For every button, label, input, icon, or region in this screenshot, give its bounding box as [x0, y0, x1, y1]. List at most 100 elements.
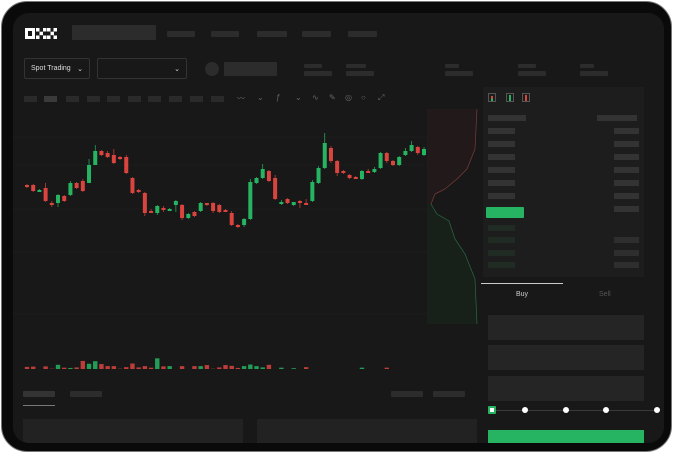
ask-amount — [614, 180, 639, 186]
candle-body — [62, 196, 67, 201]
pair-avatar — [205, 62, 219, 76]
slider-step[interactable] — [563, 407, 569, 413]
depth-chart — [427, 109, 478, 324]
timeframe-button[interactable] — [44, 96, 57, 102]
volume-bar — [179, 366, 185, 369]
timeframe-button[interactable] — [24, 96, 37, 102]
chart-type-icon[interactable]: ⌄ — [257, 93, 264, 102]
ask-amount — [614, 167, 639, 173]
slider-step[interactable] — [654, 407, 660, 413]
candle-body — [415, 147, 420, 153]
filter-button[interactable] — [391, 391, 423, 397]
candle-body — [43, 188, 48, 201]
candle-body — [285, 199, 290, 203]
timeframe-button[interactable] — [148, 96, 161, 102]
filter-button[interactable] — [433, 391, 465, 397]
buy-submit-button[interactable] — [488, 430, 644, 443]
pair-name — [224, 62, 277, 76]
volume-bar — [130, 363, 135, 369]
mid-price — [486, 207, 524, 218]
volume-bar — [68, 367, 73, 369]
stat-value — [518, 71, 546, 76]
volume-bar — [93, 361, 98, 369]
bid-price — [488, 250, 515, 256]
volume-bar — [223, 365, 228, 369]
volume-bar — [55, 364, 61, 369]
candle-body — [328, 148, 333, 161]
tab-open-orders[interactable] — [23, 391, 55, 397]
candle-body — [297, 201, 302, 203]
candle-body — [403, 151, 408, 155]
candle-body — [87, 165, 92, 183]
candle-body — [304, 203, 309, 205]
ask-price — [488, 154, 515, 160]
line-tool-icon[interactable]: ∿ — [312, 93, 319, 102]
timeframe-button[interactable] — [128, 96, 141, 102]
timeframe-button[interactable] — [211, 96, 224, 102]
candle-body — [242, 219, 247, 225]
volume-bar — [86, 363, 92, 369]
timeframe-button[interactable] — [169, 96, 182, 102]
nav-item[interactable] — [302, 31, 331, 37]
candle-body — [266, 171, 271, 181]
tab-sell[interactable]: Sell — [599, 291, 611, 298]
slider-handle[interactable] — [488, 406, 496, 414]
candlestick-chart[interactable] — [13, 109, 428, 369]
candle-body — [204, 203, 209, 205]
volume-bar — [155, 358, 160, 369]
expand-icon[interactable]: ⤢ — [378, 93, 385, 102]
candle-body — [341, 171, 346, 173]
timeframe-button[interactable] — [190, 96, 203, 102]
pencil-icon[interactable]: ✎ — [329, 93, 336, 102]
leverage-slider-track[interactable] — [491, 410, 659, 411]
stat-label — [445, 64, 459, 68]
candle-body — [68, 183, 73, 195]
fx-icon[interactable]: ƒ — [276, 93, 281, 102]
volume-bar — [31, 366, 36, 369]
volume-bar — [167, 366, 172, 369]
timeframe-button[interactable] — [107, 96, 120, 102]
candle-body — [111, 155, 116, 163]
indicator-icon[interactable]: 〰 — [237, 94, 245, 103]
timeframe-button[interactable] — [87, 96, 100, 102]
volume-bar — [62, 367, 67, 369]
settings-icon[interactable]: ⌄ — [295, 93, 302, 102]
nav-item[interactable] — [211, 31, 239, 37]
market-type-dropdown[interactable]: Spot Trading ⌄ — [24, 58, 90, 79]
pair-dropdown[interactable]: ⌄ — [97, 58, 187, 79]
candle-body — [390, 161, 395, 165]
orderbook-asks-icon[interactable] — [522, 93, 530, 102]
slider-step[interactable] — [522, 407, 528, 413]
bid-amount — [614, 237, 639, 243]
candle-body — [217, 205, 222, 212]
volume-bar — [198, 366, 203, 369]
candle-body — [279, 202, 284, 204]
orderbook-both-icon[interactable] — [488, 93, 496, 102]
tab-history[interactable] — [70, 391, 102, 397]
okx-logo — [25, 28, 57, 39]
candle-body — [366, 171, 371, 173]
price-input[interactable] — [488, 315, 644, 340]
volume-bar — [204, 365, 210, 369]
circle-icon[interactable]: ○ — [361, 93, 366, 102]
candle-body — [353, 177, 358, 179]
target-icon[interactable]: ◎ — [345, 93, 352, 102]
nav-item[interactable] — [257, 31, 287, 37]
order-book — [483, 87, 644, 277]
active-tab-underline — [23, 405, 55, 406]
bid-price — [488, 237, 515, 243]
orderbook-bids-icon[interactable] — [506, 93, 514, 102]
tab-buy[interactable]: Buy — [516, 291, 529, 298]
volume-bar — [303, 367, 309, 369]
stat-value — [445, 71, 473, 76]
nav-item[interactable] — [348, 31, 377, 37]
timeframe-button[interactable] — [66, 96, 79, 102]
nav-item[interactable] — [167, 31, 195, 37]
candle-body — [31, 185, 36, 191]
candle-body — [335, 161, 340, 173]
candle-body — [260, 169, 265, 178]
amount-input[interactable] — [488, 345, 644, 370]
search-bar[interactable] — [72, 25, 156, 40]
total-input[interactable] — [488, 376, 644, 401]
slider-step[interactable] — [603, 407, 609, 413]
